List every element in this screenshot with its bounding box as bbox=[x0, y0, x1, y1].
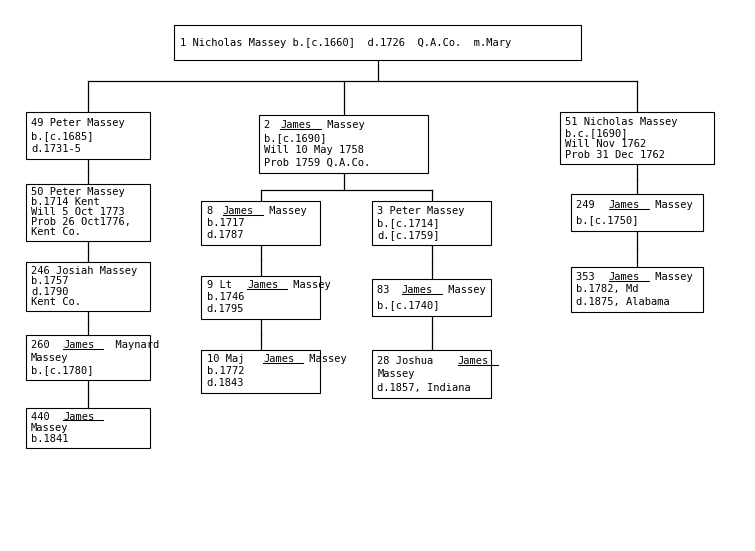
Text: James: James bbox=[609, 200, 639, 210]
FancyBboxPatch shape bbox=[572, 267, 703, 312]
Text: Massey: Massey bbox=[378, 369, 415, 379]
Text: Kent Co.: Kent Co. bbox=[31, 228, 81, 237]
Text: Prob 26 Oct1776,: Prob 26 Oct1776, bbox=[31, 218, 131, 228]
Text: b.[c.1690]: b.[c.1690] bbox=[264, 133, 327, 143]
Text: 440: 440 bbox=[31, 412, 56, 422]
FancyBboxPatch shape bbox=[26, 112, 150, 159]
FancyBboxPatch shape bbox=[259, 115, 428, 172]
Text: 260: 260 bbox=[31, 341, 56, 350]
Text: Massey: Massey bbox=[263, 207, 307, 217]
Text: b.1841: b.1841 bbox=[31, 434, 69, 444]
Text: Prob 31 Dec 1762: Prob 31 Dec 1762 bbox=[565, 150, 665, 160]
Text: Will Nov 1762: Will Nov 1762 bbox=[565, 139, 646, 149]
Text: Will 5 Oct 1773: Will 5 Oct 1773 bbox=[31, 208, 125, 218]
Text: d.1857, Indiana: d.1857, Indiana bbox=[378, 383, 471, 393]
Text: b.1714 Kent: b.1714 Kent bbox=[31, 197, 100, 208]
Text: Massey: Massey bbox=[31, 423, 69, 433]
FancyBboxPatch shape bbox=[372, 279, 491, 316]
FancyBboxPatch shape bbox=[560, 112, 714, 165]
FancyBboxPatch shape bbox=[26, 183, 150, 241]
Text: 249: 249 bbox=[577, 200, 602, 210]
Text: 28 Joshua: 28 Joshua bbox=[378, 355, 440, 366]
Text: Massey: Massey bbox=[31, 353, 69, 363]
Text: d.1795: d.1795 bbox=[207, 305, 245, 315]
Text: Massey: Massey bbox=[649, 200, 692, 210]
FancyBboxPatch shape bbox=[174, 25, 581, 60]
FancyBboxPatch shape bbox=[202, 349, 320, 393]
Text: Massey: Massey bbox=[287, 280, 331, 290]
Text: 50 Peter Massey: 50 Peter Massey bbox=[31, 187, 125, 197]
Text: James: James bbox=[63, 341, 94, 350]
Text: d.1875, Alabama: d.1875, Alabama bbox=[577, 296, 670, 307]
Text: 83: 83 bbox=[378, 285, 396, 295]
Text: Massey: Massey bbox=[649, 272, 692, 282]
FancyBboxPatch shape bbox=[202, 276, 320, 320]
FancyBboxPatch shape bbox=[26, 335, 150, 380]
Text: Maynard: Maynard bbox=[103, 341, 159, 350]
Text: b.[c.1714]: b.[c.1714] bbox=[378, 218, 440, 229]
Text: 353: 353 bbox=[577, 272, 602, 282]
Text: d.[c.1759]: d.[c.1759] bbox=[378, 230, 440, 240]
Text: 2: 2 bbox=[264, 120, 277, 130]
Text: Kent Co.: Kent Co. bbox=[31, 297, 81, 307]
Text: James: James bbox=[247, 280, 278, 290]
FancyBboxPatch shape bbox=[572, 194, 703, 231]
Text: Massey: Massey bbox=[304, 354, 347, 364]
Text: Prob 1759 Q.A.Co.: Prob 1759 Q.A.Co. bbox=[264, 158, 371, 168]
Text: b.[c.1780]: b.[c.1780] bbox=[31, 365, 94, 375]
FancyBboxPatch shape bbox=[372, 202, 491, 245]
Text: b.1782, Md: b.1782, Md bbox=[577, 284, 639, 294]
Text: b.[c.1750]: b.[c.1750] bbox=[577, 215, 639, 225]
Text: d.1787: d.1787 bbox=[207, 230, 245, 240]
Text: b.c.[1690]: b.c.[1690] bbox=[565, 128, 627, 138]
Text: Will 10 May 1758: Will 10 May 1758 bbox=[264, 145, 365, 155]
Text: d.1731-5: d.1731-5 bbox=[31, 144, 81, 154]
Text: b.1772: b.1772 bbox=[207, 366, 245, 376]
Text: d.1843: d.1843 bbox=[207, 379, 245, 388]
Text: James: James bbox=[609, 272, 639, 282]
Text: 51 Nicholas Massey: 51 Nicholas Massey bbox=[565, 117, 678, 127]
Text: b.[c.1740]: b.[c.1740] bbox=[378, 300, 440, 310]
Text: d.1790: d.1790 bbox=[31, 287, 69, 296]
Text: 49 Peter Massey: 49 Peter Massey bbox=[31, 118, 125, 128]
Text: James: James bbox=[458, 355, 489, 366]
Text: James: James bbox=[223, 207, 254, 217]
Text: Massey: Massey bbox=[442, 285, 485, 295]
Text: 10 Maj: 10 Maj bbox=[207, 354, 251, 364]
Text: b.1757: b.1757 bbox=[31, 276, 69, 287]
FancyBboxPatch shape bbox=[202, 202, 320, 245]
Text: b.[c.1685]: b.[c.1685] bbox=[31, 131, 94, 141]
Text: 9 Lt: 9 Lt bbox=[207, 280, 238, 290]
FancyBboxPatch shape bbox=[372, 350, 491, 398]
FancyBboxPatch shape bbox=[26, 408, 150, 447]
Text: James: James bbox=[263, 354, 294, 364]
Text: 3 Peter Massey: 3 Peter Massey bbox=[378, 207, 465, 217]
Text: 8: 8 bbox=[207, 207, 219, 217]
Text: b.1746: b.1746 bbox=[207, 293, 245, 302]
Text: 246 Josiah Massey: 246 Josiah Massey bbox=[31, 266, 137, 276]
Text: b.1717: b.1717 bbox=[207, 218, 245, 229]
Text: James: James bbox=[280, 120, 312, 130]
Text: 1 Nicholas Massey b.[c.1660]  d.1726  Q.A.Co.  m.Mary: 1 Nicholas Massey b.[c.1660] d.1726 Q.A.… bbox=[180, 37, 511, 47]
Text: James: James bbox=[402, 285, 433, 295]
Text: James: James bbox=[63, 412, 94, 422]
Text: Massey: Massey bbox=[321, 120, 364, 130]
FancyBboxPatch shape bbox=[26, 262, 150, 311]
